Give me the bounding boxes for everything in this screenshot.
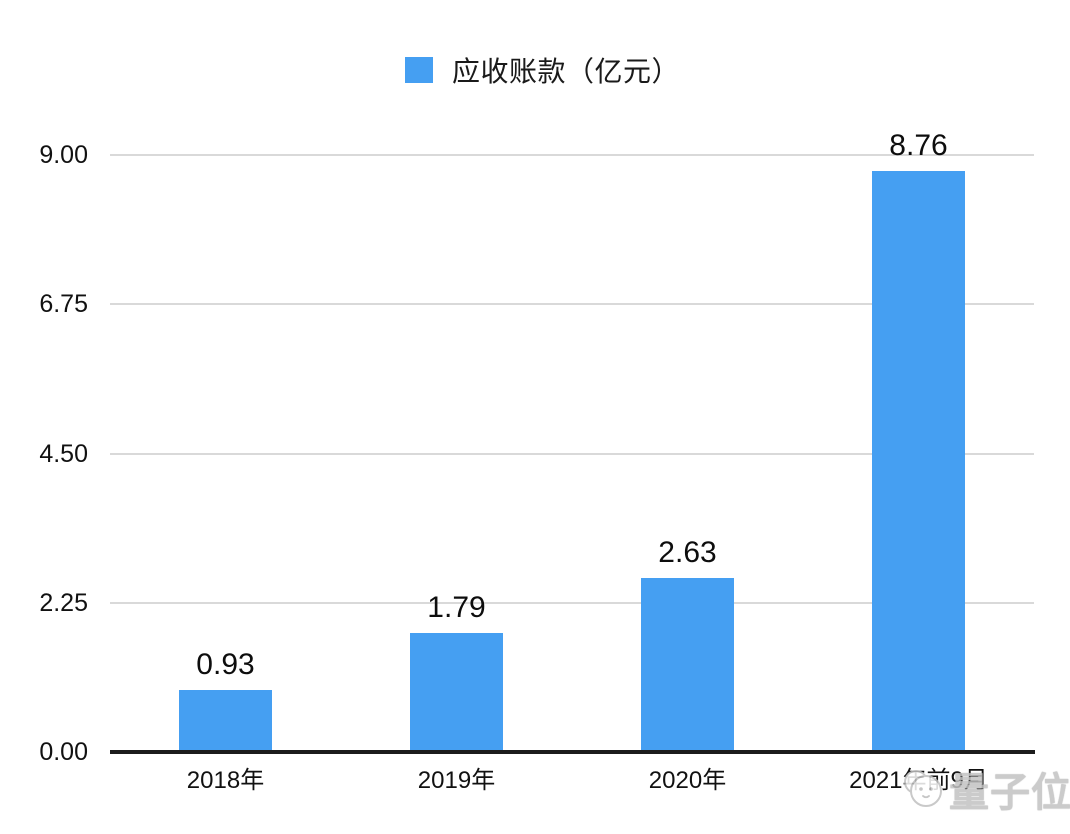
y-axis-tick-label: 4.50 — [39, 439, 88, 468]
y-axis-tick-label: 2.25 — [39, 588, 88, 617]
bar — [179, 690, 272, 752]
gridline — [110, 303, 1034, 306]
x-axis-tick-label: 2020年 — [648, 767, 727, 794]
gridline — [110, 154, 1034, 156]
bar-value-label: 0.93 — [196, 648, 255, 682]
gridline — [110, 452, 1034, 455]
bar — [410, 633, 503, 752]
gridline — [110, 601, 1034, 604]
bar — [872, 170, 965, 752]
y-axis-tick-label: 0.00 — [39, 738, 88, 766]
watermark: 量子位 — [900, 760, 1070, 818]
x-axis-line — [110, 750, 1035, 754]
bar — [641, 577, 734, 752]
legend: 应收账款（亿元） — [405, 50, 680, 90]
x-axis-tick-label: 2018年 — [186, 767, 265, 794]
legend-label: 应收账款（亿元） — [452, 56, 681, 87]
legend-swatch — [405, 57, 433, 83]
x-axis-tick-label: 2019年 — [417, 767, 496, 794]
y-axis-tick-label: 9.00 — [39, 141, 88, 169]
watermark-text: 量子位 — [949, 771, 1070, 815]
bar-value-label: 2.63 — [658, 535, 717, 569]
bar-value-label: 8.76 — [889, 128, 948, 162]
y-axis-tick-label: 6.75 — [39, 290, 88, 319]
bar-value-label: 1.79 — [427, 591, 486, 625]
qbitai-logo-icon — [904, 770, 942, 807]
